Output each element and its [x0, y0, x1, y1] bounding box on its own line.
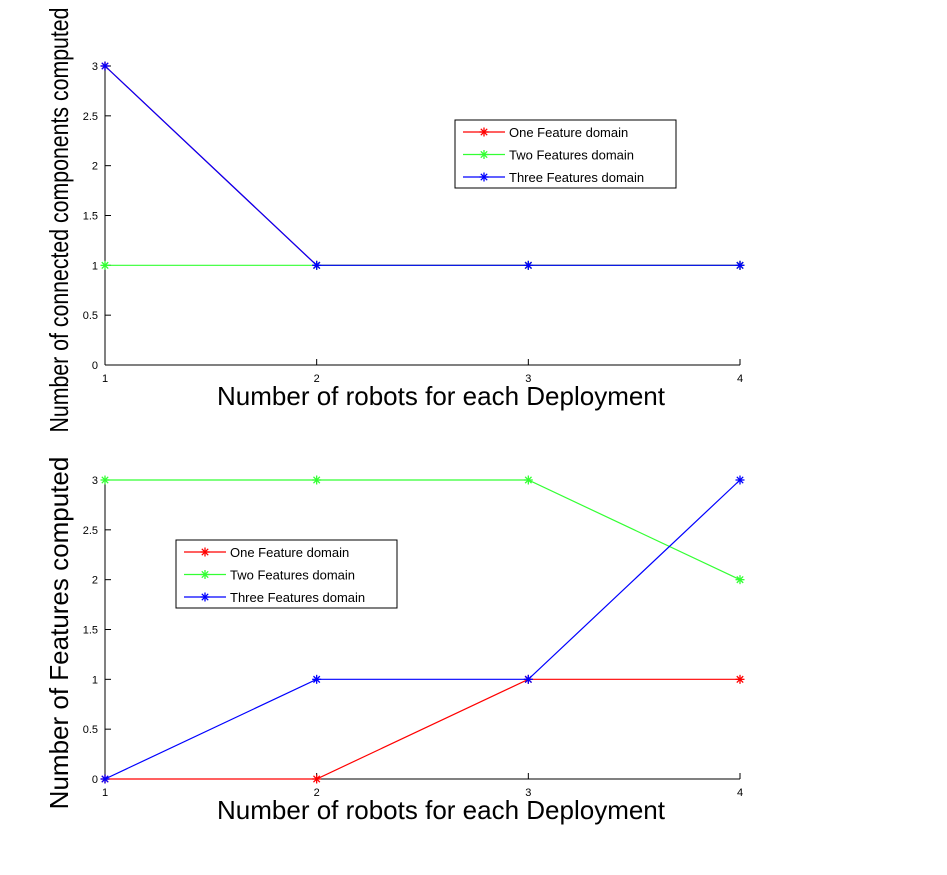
data-point: [100, 774, 110, 784]
series-line: [104, 479, 741, 780]
axes: [104, 66, 740, 366]
legend-marker: [479, 172, 489, 182]
data-point: [312, 260, 322, 270]
legend-marker: [200, 570, 210, 579]
legend-item: Two Features domain: [184, 568, 355, 583]
x-axis-label: Number of robots for each Deployment: [217, 381, 666, 411]
legend-marker: [479, 127, 489, 137]
series-two-features-domain: [100, 475, 745, 585]
series-three-features-domain: [100, 61, 745, 270]
legend-item: One Feature domain: [184, 545, 349, 560]
legend: One Feature domain Two Features domain Thr…: [454, 119, 677, 189]
y-tick-label: 2: [92, 575, 98, 587]
chart-2: 0 0.5 1 1.5 2 2.5 3 1 2 3 4 Number of robots for ea…: [44, 457, 745, 825]
data-point: [100, 475, 110, 485]
data-point: [523, 475, 533, 485]
y-tick-label: 0.5: [83, 310, 98, 322]
y-tick-label: 2: [92, 161, 98, 173]
legend-marker: [200, 592, 210, 602]
series-line: [105, 678, 740, 780]
data-point: [312, 774, 322, 784]
legend-item: Three Features domain: [463, 170, 644, 185]
x-tick-label: 2: [314, 373, 320, 385]
y-tick-label: 1.5: [83, 211, 98, 223]
legend-item: Two Features domain: [463, 148, 634, 163]
y-tick-label: 0: [92, 774, 98, 786]
data-point: [523, 674, 533, 684]
legend-item: Three Features domain: [184, 590, 365, 605]
y-axis-label: Number of connected components computed: [44, 8, 74, 433]
legend-marker: [200, 547, 210, 557]
y-tick-label: 1: [92, 260, 98, 272]
x-tick-label: 3: [525, 373, 531, 385]
chart-1: 0 0.5 1 1.5 2 2.5 3 1 2 3 4 Number of robots for ea…: [44, 8, 745, 433]
legend-label: Three Features domain: [230, 590, 365, 605]
legend-label: Three Features domain: [509, 170, 644, 185]
data-point: [100, 61, 110, 71]
x-tick-label: 4: [737, 787, 743, 799]
x-tick-label: 4: [737, 373, 743, 385]
data-point: [735, 674, 745, 684]
y-tick-label: 0.5: [83, 724, 98, 736]
data-point: [312, 674, 322, 684]
series-line: [104, 65, 740, 266]
y-tick-label: 2.5: [83, 525, 98, 537]
series-one-feature-domain: [100, 674, 745, 784]
y-tick-label: 1.5: [83, 625, 98, 637]
y-tick-label: 0: [92, 360, 98, 372]
x-axis-label: Number of robots for each Deployment: [217, 795, 666, 825]
series-three-features-domain: [100, 475, 745, 784]
legend-label: Two Features domain: [509, 148, 634, 163]
x-tick-label: 1: [102, 787, 108, 799]
legend: One Feature domain Two Features domain Thr…: [175, 539, 398, 609]
data-point: [312, 475, 322, 485]
legend-label: Two Features domain: [230, 568, 355, 583]
y-tick-label: 3: [92, 61, 98, 73]
data-point: [100, 260, 110, 270]
data-point: [735, 475, 745, 485]
x-tick-label: 1: [102, 373, 108, 385]
y-axis-label: Number of Features computed: [44, 457, 74, 810]
y-tick-label: 2.5: [83, 111, 98, 123]
y-tick-label: 1: [92, 674, 98, 686]
data-point: [735, 575, 745, 585]
y-tick-label: 3: [92, 475, 98, 487]
x-tick-label: 2: [314, 787, 320, 799]
series-line: [105, 479, 741, 581]
data-point: [523, 260, 533, 270]
legend-label: One Feature domain: [230, 545, 349, 560]
legend-label: One Feature domain: [509, 125, 628, 140]
legend-marker: [479, 150, 489, 159]
data-point: [735, 260, 745, 270]
x-tick-label: 3: [525, 787, 531, 799]
legend-item: One Feature domain: [463, 125, 628, 140]
